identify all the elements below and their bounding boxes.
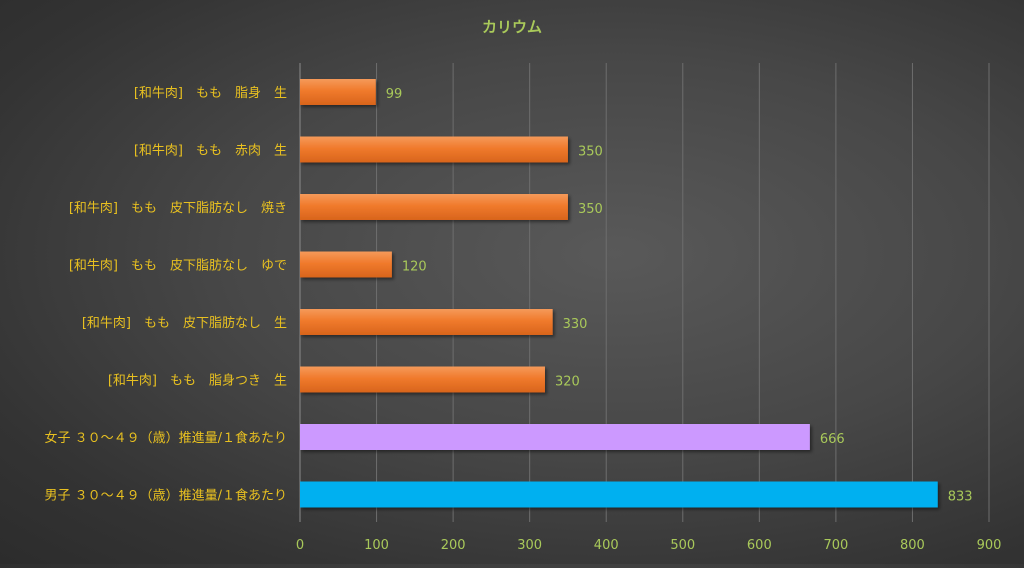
category-label: [和牛肉] もも 皮下脂肪なし 生	[82, 315, 287, 331]
category-labels: [和牛肉] もも 脂身 生 [和牛肉] もも 赤肉 生 [和牛肉] もも 皮下脂肪な…	[44, 85, 287, 504]
x-axis-ticks: 0 100 200 300 400 500 600 700 800 900	[296, 538, 1002, 553]
x-tick-label: 100	[364, 538, 389, 553]
data-label: 350	[578, 202, 603, 217]
x-tick-label: 0	[296, 538, 304, 553]
data-label: 320	[555, 375, 580, 390]
x-tick-label: 300	[517, 538, 542, 553]
category-label: [和牛肉] もも 皮下脂肪なし 焼き	[69, 200, 287, 216]
bar	[300, 251, 392, 278]
bar	[300, 309, 553, 335]
x-tick-label: 200	[441, 538, 466, 553]
chart-title: カリウム	[482, 18, 542, 36]
x-tick-label: 500	[670, 538, 695, 553]
bar	[300, 481, 938, 508]
bar	[300, 366, 545, 393]
grid-lines	[299, 63, 990, 522]
category-label: [和牛肉] もも 皮下脂肪なし ゆで	[69, 258, 287, 274]
category-label: 男子 ３０～４９（歳）推進量/１食あたり	[44, 488, 287, 504]
x-tick-label: 800	[900, 538, 925, 553]
data-label: 666	[820, 432, 845, 447]
category-label: [和牛肉] もも 脂身つき 生	[108, 373, 287, 389]
x-tick-label: 600	[747, 538, 772, 553]
data-label: 833	[948, 490, 973, 505]
category-label: [和牛肉] もも 脂身 生	[134, 85, 287, 101]
category-label: 女子 ３０～４９（歳）推進量/１食あたり	[44, 430, 287, 446]
bar	[300, 424, 810, 450]
data-label: 350	[578, 145, 603, 160]
bar	[300, 136, 568, 163]
x-tick-label: 400	[594, 538, 619, 553]
data-label: 330	[563, 317, 588, 332]
data-label: 120	[402, 260, 427, 275]
category-label: [和牛肉] もも 赤肉 生	[134, 144, 287, 159]
bars	[300, 79, 938, 508]
x-tick-label: 900	[977, 538, 1002, 553]
data-labels: 99 350 350 120 330 320 666 833	[386, 87, 973, 505]
bar	[300, 194, 568, 220]
x-tick-label: 700	[823, 538, 848, 553]
data-label: 99	[386, 87, 403, 102]
bar	[300, 79, 376, 105]
